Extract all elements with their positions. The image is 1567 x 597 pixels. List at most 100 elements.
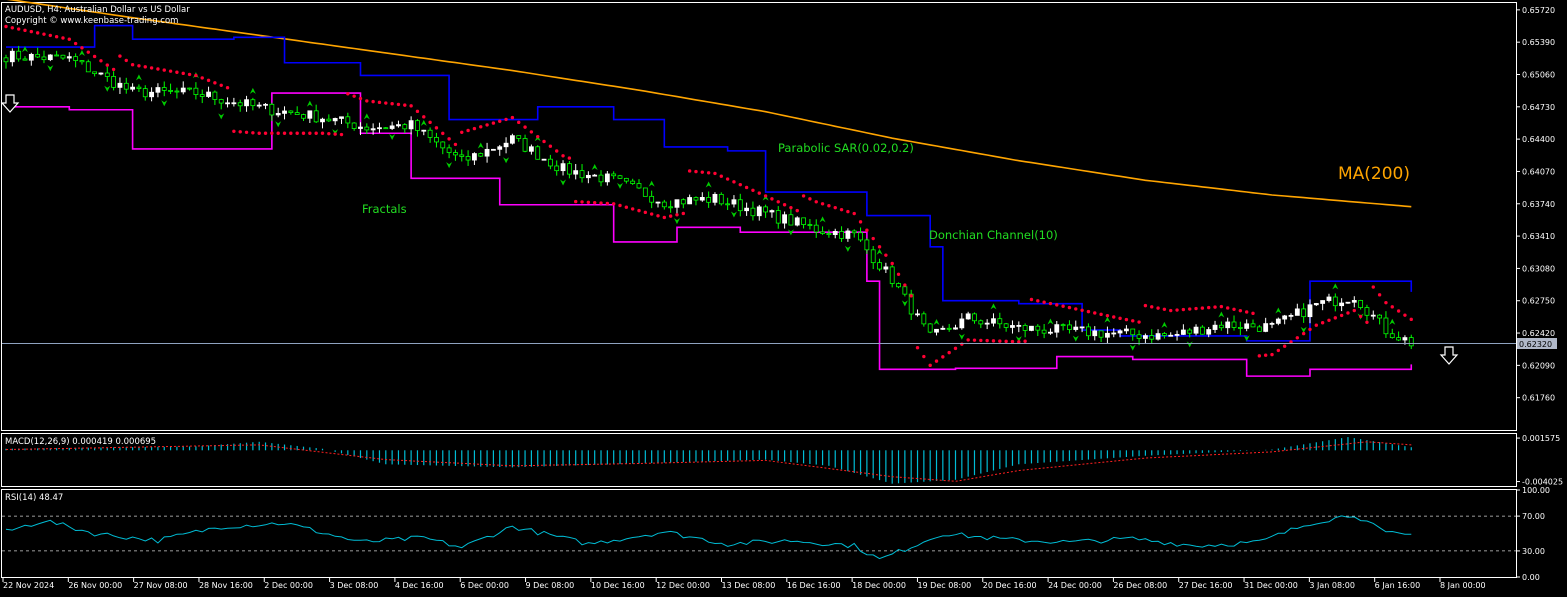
sar-dot — [751, 188, 755, 193]
candle-body — [1339, 302, 1345, 307]
sar-dot — [890, 261, 894, 266]
sar-dot — [1308, 327, 1312, 332]
down-arrow-icon — [1439, 346, 1459, 365]
sar-dot — [839, 207, 844, 212]
sar-dot — [80, 46, 84, 50]
rsi-panel — [1, 489, 1517, 578]
sar-dot — [1036, 299, 1040, 303]
time-tick-label: 28 Nov 16:00 — [199, 581, 253, 590]
sar-dot — [105, 63, 109, 67]
candle-body — [294, 112, 300, 115]
candle-body — [896, 283, 901, 288]
sar-dot — [909, 294, 913, 298]
fractal-down-icon — [617, 182, 624, 189]
sar-dot — [852, 211, 856, 216]
sar-dot — [396, 102, 401, 107]
candle-body — [769, 210, 775, 213]
candle-body — [1358, 300, 1364, 308]
candle-body — [978, 320, 984, 325]
sar-dot — [1238, 308, 1243, 313]
sar-dot — [1131, 319, 1135, 323]
sar-dot — [763, 194, 768, 198]
down-arrow-icon — [0, 94, 20, 113]
sar-dot — [282, 131, 287, 135]
sar-dot — [124, 58, 128, 63]
candle-body — [111, 76, 117, 88]
sar-dot — [1093, 311, 1097, 315]
sar-dot — [491, 121, 496, 125]
candle-body — [351, 122, 357, 129]
candle-body — [921, 313, 927, 325]
sar-dot — [814, 200, 818, 204]
candle-body — [237, 102, 243, 107]
sar-dot — [719, 174, 723, 178]
candle-body — [1041, 329, 1047, 334]
sar-dot — [1086, 309, 1091, 314]
candle-body — [839, 231, 844, 239]
candle-body — [1174, 334, 1180, 336]
sar-dot — [548, 144, 553, 148]
sar-dot — [966, 338, 970, 342]
candle-body — [1225, 321, 1231, 329]
rsi-tick-label: 70.00 — [1522, 512, 1545, 521]
fractal-up-icon — [420, 119, 427, 126]
candle-body — [1143, 335, 1148, 339]
price-tick-label: 0.64730 — [1522, 103, 1555, 112]
sar-dot — [972, 338, 977, 342]
fractal-up-icon — [363, 113, 370, 120]
sar-dot — [225, 86, 230, 90]
sar-dot — [232, 129, 236, 133]
sar-dot — [263, 131, 268, 135]
sar-dot — [979, 338, 983, 343]
candle-body — [1016, 324, 1022, 327]
candle-body — [161, 87, 167, 91]
candle-body — [870, 249, 876, 264]
candle-body — [358, 126, 363, 129]
fractal-down-icon — [1129, 344, 1136, 351]
candle-body — [1010, 325, 1015, 328]
candle-body — [326, 118, 332, 122]
candle-body — [1282, 315, 1288, 320]
sar-dot — [428, 120, 432, 125]
sar-dot — [517, 120, 521, 125]
donchian-lower-line — [6, 92, 1413, 377]
candle-body — [275, 112, 281, 116]
sar-dot — [801, 194, 806, 198]
candle-body — [1206, 329, 1212, 335]
sar-dot — [1409, 317, 1413, 322]
candle-body — [313, 110, 319, 123]
sar-dot — [219, 83, 223, 87]
candle-body — [1250, 323, 1256, 328]
candle-body — [509, 135, 515, 144]
sar-dot — [54, 34, 59, 39]
sar-dot — [592, 200, 597, 205]
sar-dot — [1080, 308, 1084, 312]
sar-dot — [656, 214, 660, 218]
candle-body — [997, 318, 1003, 325]
candle-body — [1212, 324, 1218, 330]
candle-body — [801, 217, 806, 225]
candle-body — [706, 197, 712, 203]
candle-body — [1003, 323, 1009, 328]
time-tick-label: 24 Dec 00:00 — [1048, 581, 1102, 590]
candle-body — [98, 72, 104, 75]
sar-dot — [1282, 344, 1287, 348]
candle-body — [592, 174, 598, 177]
sar-dot — [618, 203, 622, 208]
sar-dot — [1188, 307, 1192, 311]
sar-dot — [1181, 307, 1186, 312]
time-tick-label: 18 Dec 00:00 — [852, 581, 906, 590]
candle-body — [541, 158, 547, 161]
chart-title: AUDUSD, H4: Australian Dollar vs US Doll… — [5, 5, 190, 15]
sar-dot — [1390, 305, 1394, 309]
sar-dot — [1276, 348, 1281, 353]
sar-dot — [415, 109, 420, 114]
sar-dot — [1251, 311, 1255, 316]
price-tick-label: 0.63080 — [1522, 264, 1555, 273]
time-tick-label: 9 Dec 08:00 — [526, 581, 575, 590]
fractal-down-icon — [389, 134, 396, 141]
sar-dot — [1301, 331, 1306, 336]
sar-dot — [16, 27, 21, 31]
sar-dot — [536, 134, 540, 139]
candle-body — [339, 116, 344, 119]
